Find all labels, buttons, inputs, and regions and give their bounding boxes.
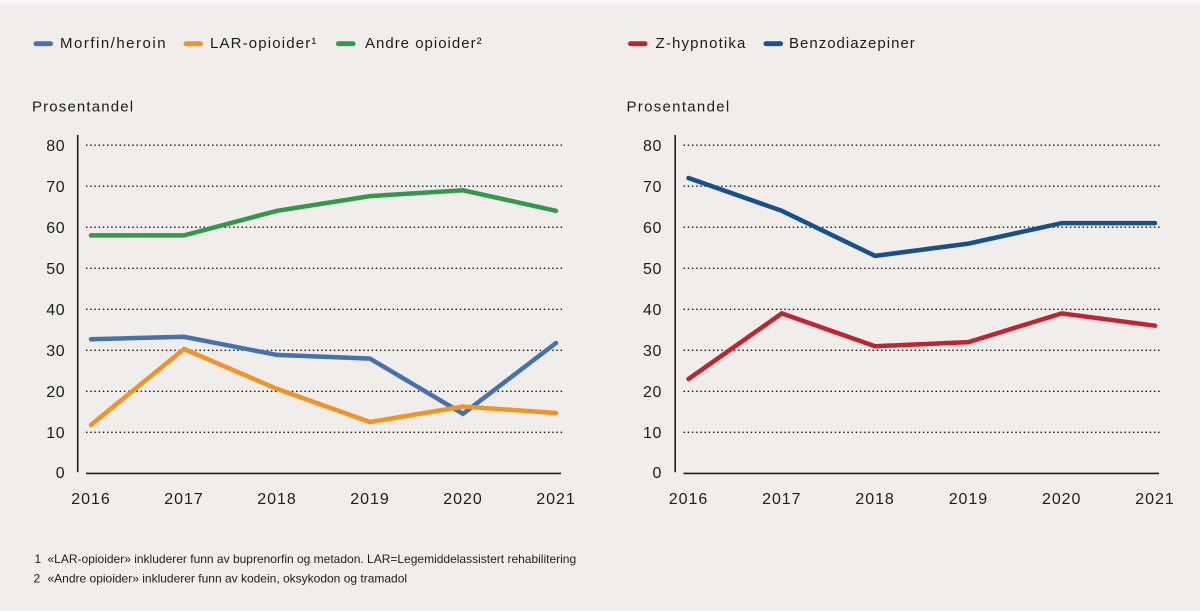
svg-text:70: 70: [643, 179, 662, 196]
svg-text:60: 60: [46, 220, 65, 237]
svg-text:Andre opioider²: Andre opioider²: [365, 35, 483, 52]
svg-text:LAR-opioider¹: LAR-opioider¹: [210, 35, 318, 52]
svg-text:0: 0: [56, 465, 66, 482]
svg-text:1: 1: [35, 552, 42, 566]
svg-text:2017: 2017: [164, 491, 203, 508]
svg-text:2021: 2021: [536, 491, 575, 508]
svg-text:60: 60: [643, 220, 662, 237]
svg-text:2019: 2019: [350, 491, 389, 508]
svg-text:10: 10: [643, 425, 662, 442]
svg-text:2020: 2020: [1042, 491, 1081, 508]
svg-text:Morfin/heroin: Morfin/heroin: [60, 35, 167, 52]
svg-text:40: 40: [46, 302, 65, 319]
svg-text:2016: 2016: [71, 491, 110, 508]
svg-text:Prosentandel: Prosentandel: [627, 99, 731, 116]
svg-text:30: 30: [46, 343, 65, 360]
svg-text:70: 70: [46, 179, 65, 196]
svg-text:30: 30: [643, 343, 662, 360]
svg-text:0: 0: [653, 465, 663, 482]
svg-text:2021: 2021: [1135, 491, 1174, 508]
svg-text:50: 50: [643, 261, 662, 278]
svg-text:Z-hypnotika: Z-hypnotika: [656, 35, 747, 52]
svg-text:2: 2: [34, 571, 41, 585]
svg-text:20: 20: [46, 384, 65, 401]
svg-text:2016: 2016: [669, 491, 708, 508]
svg-text:Prosentandel: Prosentandel: [32, 99, 134, 116]
svg-text:2017: 2017: [762, 491, 801, 508]
svg-text:40: 40: [643, 302, 662, 319]
svg-text:2018: 2018: [257, 491, 296, 508]
svg-text:2018: 2018: [855, 491, 894, 508]
svg-text:80: 80: [643, 138, 662, 155]
svg-text:2020: 2020: [443, 491, 482, 508]
svg-text:80: 80: [46, 138, 65, 155]
svg-text:Benzodiazepiner: Benzodiazepiner: [789, 35, 916, 52]
svg-text:«Andre opioider» inkluderer fu: «Andre opioider» inkluderer funn av kode…: [48, 571, 408, 585]
svg-text:20: 20: [643, 384, 662, 401]
svg-text:2019: 2019: [949, 491, 988, 508]
svg-text:10: 10: [46, 425, 65, 442]
svg-text:50: 50: [46, 261, 65, 278]
svg-text:«LAR-opioider» inkluderer funn: «LAR-opioider» inkluderer funn av bupren…: [48, 552, 577, 566]
